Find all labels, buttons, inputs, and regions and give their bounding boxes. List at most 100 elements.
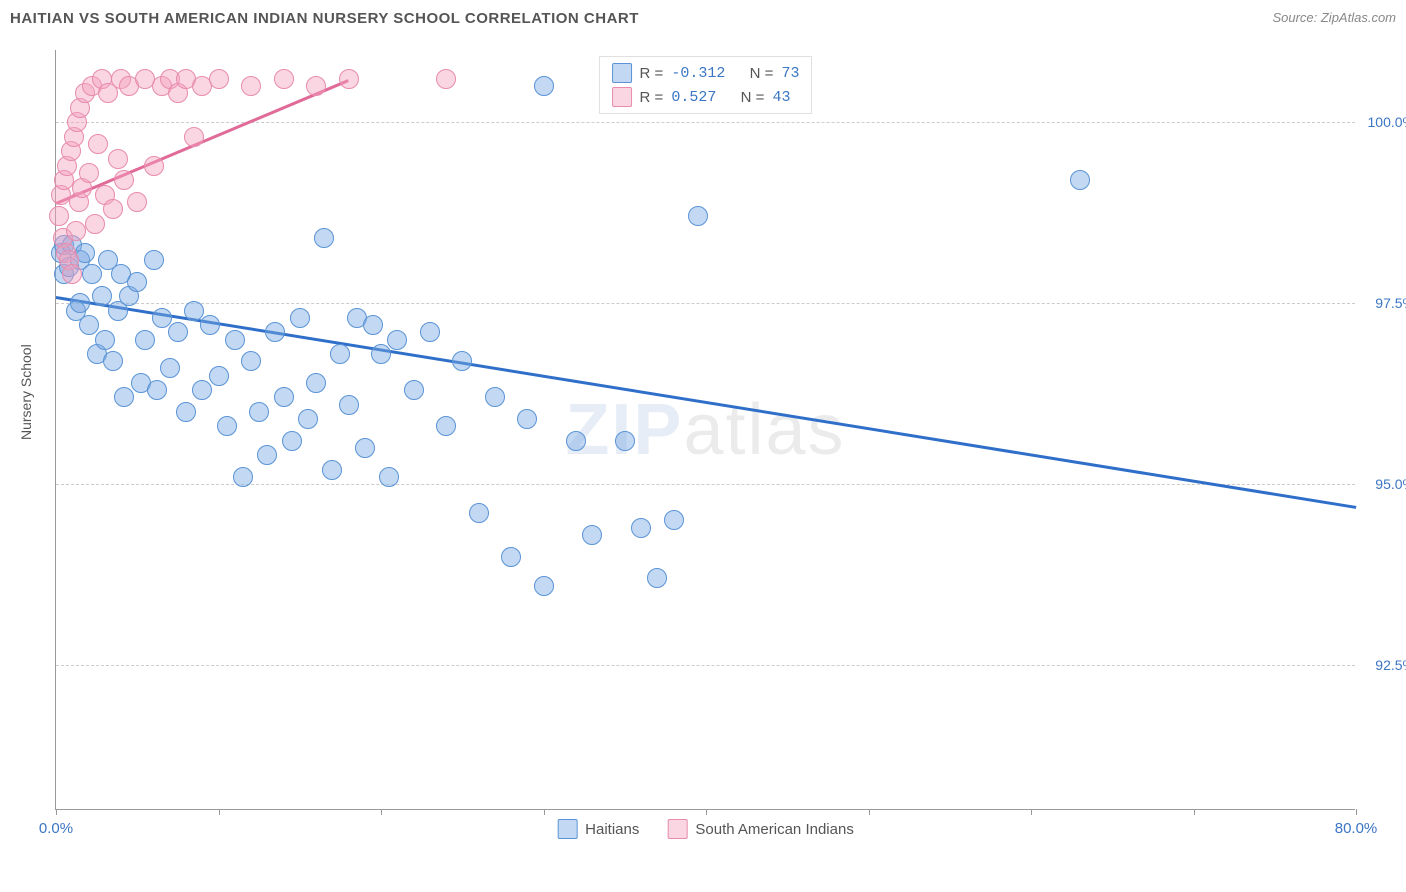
scatter-point xyxy=(62,264,82,284)
scatter-point xyxy=(452,351,472,371)
legend-label: Haitians xyxy=(585,821,639,838)
scatter-point xyxy=(144,250,164,270)
scatter-point xyxy=(127,192,147,212)
x-tick-mark xyxy=(544,809,545,815)
scatter-point xyxy=(176,402,196,422)
scatter-point xyxy=(322,460,342,480)
x-tick-mark xyxy=(869,809,870,815)
scatter-point xyxy=(168,322,188,342)
scatter-point xyxy=(160,358,180,378)
scatter-point xyxy=(152,308,172,328)
r-value-haitians: -0.312 xyxy=(671,65,725,82)
x-tick-mark xyxy=(381,809,382,815)
n-value-south-american: 43 xyxy=(772,89,790,106)
scatter-point xyxy=(501,547,521,567)
scatter-point xyxy=(49,206,69,226)
square-icon xyxy=(557,819,577,839)
r-value-south-american: 0.527 xyxy=(671,89,716,106)
scatter-point xyxy=(79,315,99,335)
scatter-point xyxy=(534,76,554,96)
scatter-point xyxy=(209,69,229,89)
x-tick-label: 80.0% xyxy=(1335,820,1378,837)
scatter-point xyxy=(147,380,167,400)
scatter-point xyxy=(339,69,359,89)
scatter-point xyxy=(79,163,99,183)
scatter-point xyxy=(108,149,128,169)
legend-row-south-american: R = 0.527 N = 43 xyxy=(612,85,800,109)
scatter-point xyxy=(103,351,123,371)
scatter-point xyxy=(371,344,391,364)
source-label: Source: ZipAtlas.com xyxy=(1272,10,1396,25)
scatter-point xyxy=(95,330,115,350)
scatter-point xyxy=(664,510,684,530)
scatter-point xyxy=(85,214,105,234)
scatter-point xyxy=(688,206,708,226)
scatter-point xyxy=(209,366,229,386)
scatter-point xyxy=(363,315,383,335)
plot-area: ZIPatlas R = -0.312 N = 73 R = 0.527 N =… xyxy=(55,50,1355,810)
watermark-zip: ZIP xyxy=(565,390,683,470)
y-tick-label: 97.5% xyxy=(1375,295,1406,311)
scatter-point xyxy=(566,431,586,451)
scatter-point xyxy=(184,301,204,321)
square-icon xyxy=(667,819,687,839)
scatter-point xyxy=(379,467,399,487)
y-axis-label: Nursery School xyxy=(18,344,34,440)
x-tick-mark xyxy=(1194,809,1195,815)
scatter-point xyxy=(265,322,285,342)
scatter-point xyxy=(355,438,375,458)
scatter-point xyxy=(631,518,651,538)
x-tick-mark xyxy=(706,809,707,815)
gridline xyxy=(56,303,1355,304)
n-label: N = xyxy=(741,89,765,106)
scatter-point xyxy=(82,264,102,284)
r-label: R = xyxy=(640,89,664,106)
scatter-point xyxy=(306,373,326,393)
scatter-point xyxy=(200,315,220,335)
legend-label: South American Indians xyxy=(695,821,853,838)
square-icon xyxy=(612,63,632,83)
y-tick-label: 95.0% xyxy=(1375,476,1406,492)
scatter-point xyxy=(290,308,310,328)
x-tick-mark xyxy=(219,809,220,815)
x-tick-label: 0.0% xyxy=(39,820,73,837)
scatter-point xyxy=(306,76,326,96)
n-label: N = xyxy=(750,65,774,82)
scatter-point xyxy=(330,344,350,364)
scatter-point xyxy=(582,525,602,545)
gridline xyxy=(56,484,1355,485)
scatter-point xyxy=(70,293,90,313)
scatter-point xyxy=(485,387,505,407)
scatter-point xyxy=(339,395,359,415)
chart-container: HAITIAN VS SOUTH AMERICAN INDIAN NURSERY… xyxy=(10,10,1396,882)
x-tick-mark xyxy=(56,809,57,815)
scatter-point xyxy=(274,387,294,407)
scatter-point xyxy=(114,387,134,407)
scatter-point xyxy=(114,170,134,190)
scatter-point xyxy=(274,69,294,89)
scatter-point xyxy=(135,330,155,350)
scatter-point xyxy=(249,402,269,422)
scatter-point xyxy=(127,272,147,292)
scatter-point xyxy=(225,330,245,350)
scatter-point xyxy=(517,409,537,429)
scatter-point xyxy=(241,351,261,371)
scatter-point xyxy=(387,330,407,350)
correlation-legend: R = -0.312 N = 73 R = 0.527 N = 43 xyxy=(599,56,813,114)
scatter-point xyxy=(241,76,261,96)
scatter-point xyxy=(314,228,334,248)
n-value-haitians: 73 xyxy=(781,65,799,82)
scatter-point xyxy=(103,199,123,219)
scatter-point xyxy=(615,431,635,451)
r-label: R = xyxy=(640,65,664,82)
scatter-point xyxy=(534,576,554,596)
scatter-point xyxy=(184,127,204,147)
chart-title: HAITIAN VS SOUTH AMERICAN INDIAN NURSERY… xyxy=(10,10,1396,27)
scatter-point xyxy=(88,134,108,154)
scatter-point xyxy=(233,467,253,487)
scatter-point xyxy=(1070,170,1090,190)
scatter-point xyxy=(192,380,212,400)
scatter-point xyxy=(436,416,456,436)
scatter-point xyxy=(257,445,277,465)
scatter-point xyxy=(436,69,456,89)
